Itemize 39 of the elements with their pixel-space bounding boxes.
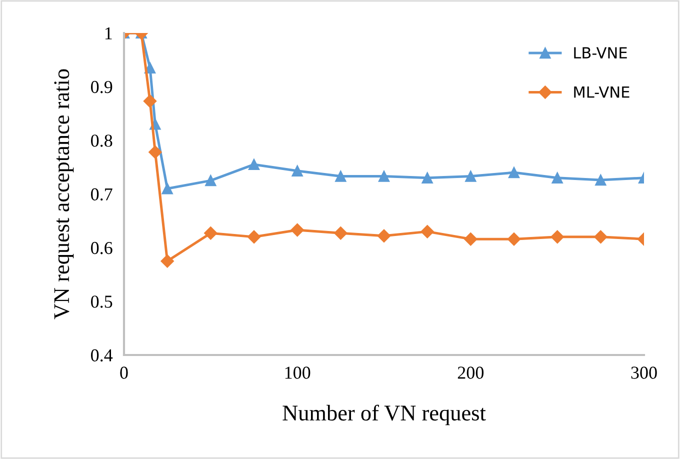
- x-tick-label: 100: [285, 366, 310, 379]
- point: [594, 230, 608, 244]
- y-axis-title: VN request acceptance ratio: [54, 69, 74, 320]
- point: [422, 172, 433, 184]
- point: [377, 229, 391, 242]
- y-tick-label: 0.7: [91, 188, 112, 201]
- point: [465, 170, 476, 182]
- point: [290, 223, 304, 237]
- y-tick-label: 0.6: [91, 242, 112, 254]
- point: [378, 170, 390, 182]
- point: [292, 165, 303, 176]
- point: [162, 183, 173, 194]
- x-tick-label: 300: [631, 366, 657, 379]
- y-tick-label: 0.4: [91, 349, 113, 362]
- point: [552, 172, 563, 184]
- legend-label: LB-VNE: [574, 47, 627, 58]
- y-tick-label: 0.5: [91, 296, 112, 308]
- x-tick-label: 200: [458, 366, 484, 379]
- point: [205, 175, 216, 186]
- point: [248, 158, 260, 170]
- point: [204, 226, 218, 240]
- point: [464, 232, 478, 246]
- x-tick-label: 0: [120, 366, 128, 379]
- point: [247, 230, 261, 244]
- point: [508, 166, 520, 178]
- y-tick-label: 0.9: [91, 80, 112, 94]
- point: [160, 254, 174, 268]
- point: [148, 146, 162, 159]
- point: [550, 230, 564, 244]
- point: [335, 170, 346, 182]
- point: [507, 232, 521, 246]
- point: [595, 174, 606, 186]
- point: [143, 94, 157, 108]
- y-tick-label: 1: [105, 27, 112, 40]
- point: [420, 224, 434, 238]
- x-axis-title: Number of VN request: [282, 404, 486, 426]
- y-tick-label: 0.8: [91, 134, 112, 147]
- point: [334, 226, 348, 240]
- legend-label: ML-VNE: [574, 86, 630, 98]
